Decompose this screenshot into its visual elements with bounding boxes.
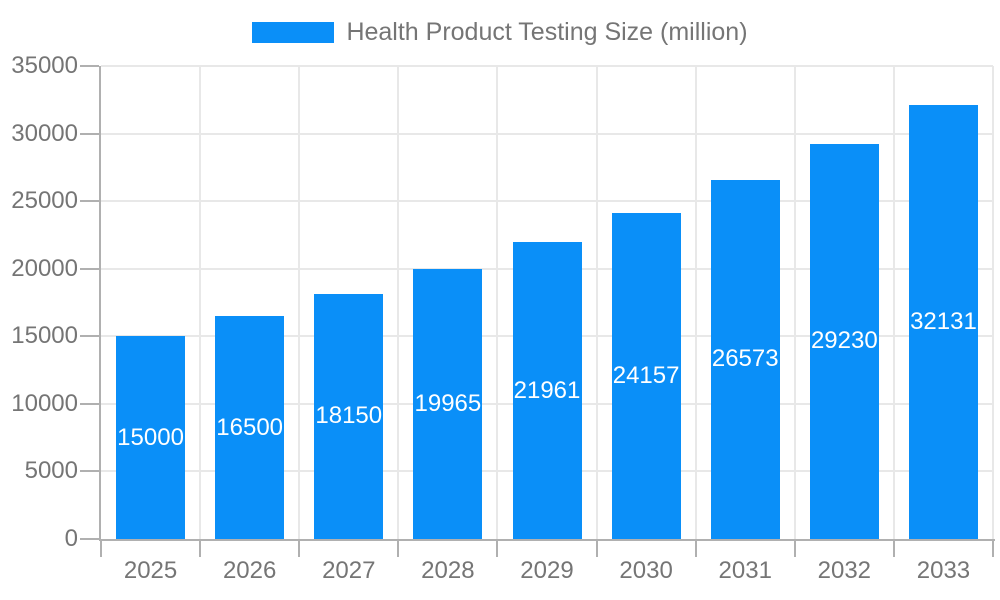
x-axis-label-2025: 2025 xyxy=(123,557,178,584)
y-axis-label: 10000 xyxy=(11,389,78,417)
bar-value-label: 29230 xyxy=(810,327,878,355)
gridline-vertical xyxy=(793,66,796,539)
x-axis-tick xyxy=(793,541,796,557)
gridline-vertical xyxy=(496,66,499,539)
x-axis-tick xyxy=(397,541,400,557)
bar-value-label: 15000 xyxy=(117,423,184,451)
gridline-vertical xyxy=(595,66,598,539)
gridline-horizontal xyxy=(101,65,993,67)
gridline-horizontal xyxy=(101,132,993,135)
y-axis-label: 25000 xyxy=(11,187,78,215)
gridline-vertical xyxy=(397,66,400,539)
bar-value-label: 32131 xyxy=(910,307,977,335)
bar-2031[interactable]: 26573 xyxy=(710,179,780,539)
x-axis-label-2030: 2030 xyxy=(619,557,673,584)
y-axis-tick xyxy=(80,470,99,473)
y-axis-label: 35000 xyxy=(11,52,78,79)
y-axis-line xyxy=(99,66,101,539)
bar-value-label: 24157 xyxy=(612,361,680,389)
bar-2030[interactable]: 24157 xyxy=(611,212,681,539)
x-axis-tick xyxy=(100,541,102,557)
x-axis-tick xyxy=(199,541,202,557)
x-axis-label-2027: 2027 xyxy=(322,557,376,584)
gridline-vertical xyxy=(992,66,994,539)
legend-label: Health Product Testing Size (million) xyxy=(346,18,748,46)
gridline-horizontal xyxy=(101,200,993,203)
legend[interactable]: Health Product Testing Size (million) xyxy=(0,18,1000,47)
y-axis-tick xyxy=(80,538,99,540)
legend-swatch xyxy=(252,22,335,43)
y-axis-label: 30000 xyxy=(11,119,78,147)
bar-2029[interactable]: 21961 xyxy=(512,242,582,539)
x-axis-label-2032: 2032 xyxy=(817,557,872,584)
y-axis-label: 20000 xyxy=(11,254,78,282)
bar-2027[interactable]: 18150 xyxy=(314,293,384,539)
bar-2025[interactable]: 15000 xyxy=(116,336,186,539)
bar-value-label: 19965 xyxy=(414,390,482,418)
x-axis-line xyxy=(99,539,995,541)
bar-2028[interactable]: 19965 xyxy=(413,269,483,539)
x-axis-tick xyxy=(496,541,499,557)
x-axis-label-2033: 2033 xyxy=(916,557,971,584)
y-axis-tick xyxy=(80,65,99,67)
x-axis-tick xyxy=(992,541,994,557)
y-axis-label: 0 xyxy=(64,525,78,552)
gridline-vertical xyxy=(199,66,202,539)
bar-2033[interactable]: 32131 xyxy=(908,104,978,539)
x-axis-label-2026: 2026 xyxy=(222,557,277,584)
y-axis-label: 15000 xyxy=(11,322,78,350)
y-axis-tick xyxy=(80,132,99,135)
x-axis-tick xyxy=(595,541,598,557)
y-axis-label: 5000 xyxy=(24,457,78,485)
bar-2032[interactable]: 29230 xyxy=(809,143,879,539)
y-axis-tick xyxy=(80,402,99,405)
y-axis-tick xyxy=(80,335,99,338)
bar-value-label: 26573 xyxy=(711,345,779,373)
x-axis-label-2029: 2029 xyxy=(520,557,574,584)
gridline-vertical xyxy=(298,66,301,539)
x-axis-tick xyxy=(892,541,895,557)
bar-value-label: 18150 xyxy=(315,402,383,430)
gridline-vertical xyxy=(694,66,697,539)
bar-2026[interactable]: 16500 xyxy=(215,316,285,539)
gridline-vertical xyxy=(892,66,895,539)
bar-value-label: 16500 xyxy=(216,413,284,441)
x-axis-tick xyxy=(694,541,697,557)
bar-value-label: 21961 xyxy=(513,376,581,404)
x-axis-tick xyxy=(298,541,301,557)
x-axis-label-2028: 2028 xyxy=(421,557,475,584)
x-axis-label-2031: 2031 xyxy=(718,557,772,584)
y-axis-tick xyxy=(80,200,99,203)
plot-area: 0 5000 10000 15000 20000 25000 30000 35000 15000… xyxy=(11,52,995,584)
y-axis-tick xyxy=(80,267,99,270)
